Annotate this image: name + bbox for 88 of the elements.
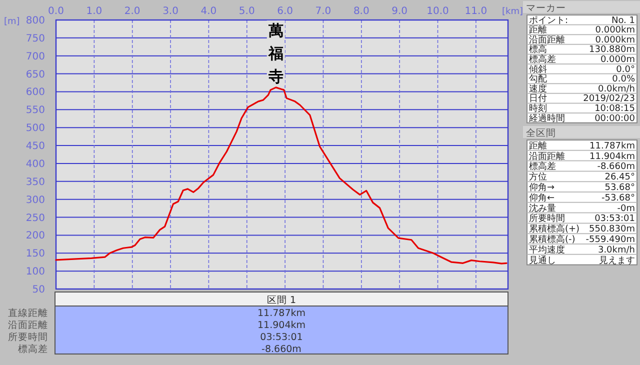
text: -8.660m [597, 162, 635, 172]
text: 仰角→ [529, 182, 555, 193]
y-tick-label: 750 [26, 33, 45, 44]
annotation: 萬福寺 [266, 20, 285, 86]
text: 区間 1 [266, 295, 296, 306]
x-tick-label: 8.0 [353, 6, 370, 17]
text: 550.830m [589, 224, 635, 235]
text: 時刻 [529, 103, 547, 114]
x-tick-label: 2.0 [124, 6, 140, 17]
y-tick-label: 200 [26, 230, 45, 242]
x-tick-label: 10.0 [426, 6, 449, 17]
text: 26.45° [604, 172, 635, 183]
text: 0.0% [612, 74, 636, 85]
x-tick-label: 1.0 [86, 6, 102, 17]
text: 標高差 [529, 161, 556, 172]
text: 3.0km/h [598, 245, 635, 256]
x-tick-label: 3.0 [162, 6, 178, 17]
text: 2019/02/23 [583, 94, 635, 104]
y-tick-label: 600 [26, 87, 45, 98]
text: ポイント: [529, 16, 568, 26]
text: 累積標高(+) [529, 224, 580, 235]
text: 沈み量 [529, 202, 556, 214]
text: 平均速度 [529, 244, 565, 256]
y-tick-label: 150 [26, 248, 45, 260]
text: 距離 [529, 140, 547, 152]
text: 03:53:01 [594, 214, 635, 224]
text: 0.000m [600, 55, 635, 65]
x-tick-label: 11.0 [464, 6, 488, 17]
text: 仰角← [529, 192, 555, 204]
x-tick-label: 4.0 [200, 6, 217, 17]
text: 距離 [529, 24, 547, 36]
y-axis-title: [m] [4, 17, 20, 27]
text: 全区間 [526, 127, 556, 139]
text: 沿面距離 [529, 34, 565, 46]
y-tick-label: 800 [26, 16, 45, 26]
y-tick-label: 400 [26, 158, 45, 170]
text: 所要時間 [8, 331, 48, 343]
text: 見えます [599, 254, 635, 266]
y-tick-label: 250 [26, 212, 45, 224]
text: 速度 [529, 83, 547, 94]
text: -0m [617, 204, 635, 214]
text: 標高 [529, 44, 547, 56]
text: 累積標高(-) [529, 234, 576, 245]
text: 00:00:00 [594, 114, 636, 124]
text: -53.68° [601, 193, 635, 204]
text: 経過時間 [528, 112, 565, 124]
text: 日付 [529, 93, 547, 104]
text: 方位 [529, 172, 547, 183]
text: 傾斜 [529, 64, 547, 75]
x-tick-label: 7.0 [315, 6, 332, 17]
y-tick-label: 50 [32, 284, 45, 296]
text: -559.490m [586, 235, 635, 245]
text: -8.660m [262, 344, 302, 355]
text: 沿面距離 [8, 319, 48, 331]
text: 10:08:15 [594, 104, 635, 114]
text: 03:53:01 [260, 332, 303, 343]
text: 沿面距離 [529, 150, 565, 162]
text: 0.000km [595, 35, 635, 46]
text: 11.904km [258, 320, 306, 331]
y-tick-label: 300 [26, 194, 45, 206]
text: 0.0km/h [598, 84, 635, 94]
y-tick-label: 500 [26, 123, 45, 134]
text: 11.787km [258, 308, 306, 319]
text: 所要時間 [529, 213, 565, 224]
y-tick-label: 100 [26, 266, 45, 278]
text: 53.68° [604, 183, 635, 193]
y-tick-label: 450 [26, 141, 45, 152]
text: 勾配 [529, 74, 547, 85]
text: 標高差 [18, 343, 48, 355]
text: 11.787km [590, 141, 635, 152]
text: 標高差 [529, 54, 556, 65]
text: 130.880m [589, 45, 635, 56]
x-tick-label: 6.0 [277, 6, 294, 17]
x-tick-label: 9.0 [392, 6, 408, 17]
y-tick-label: 550 [26, 105, 45, 116]
text: 0.0° [616, 64, 635, 75]
text: 0.000km [595, 26, 635, 36]
y-tick-label: 350 [26, 176, 45, 188]
x-tick-label: 5.0 [238, 6, 255, 17]
x-axis-title: [km] [502, 7, 524, 17]
text: 直線距離 [8, 307, 48, 319]
y-tick-label: 700 [26, 51, 45, 62]
text: マーカー [526, 3, 566, 14]
text: 11.904km [590, 152, 635, 162]
x-tick-label: 0.0 [48, 6, 64, 17]
y-tick-label: 650 [26, 69, 45, 80]
text: 見通し [529, 254, 556, 266]
text: No. 1 [611, 16, 635, 26]
